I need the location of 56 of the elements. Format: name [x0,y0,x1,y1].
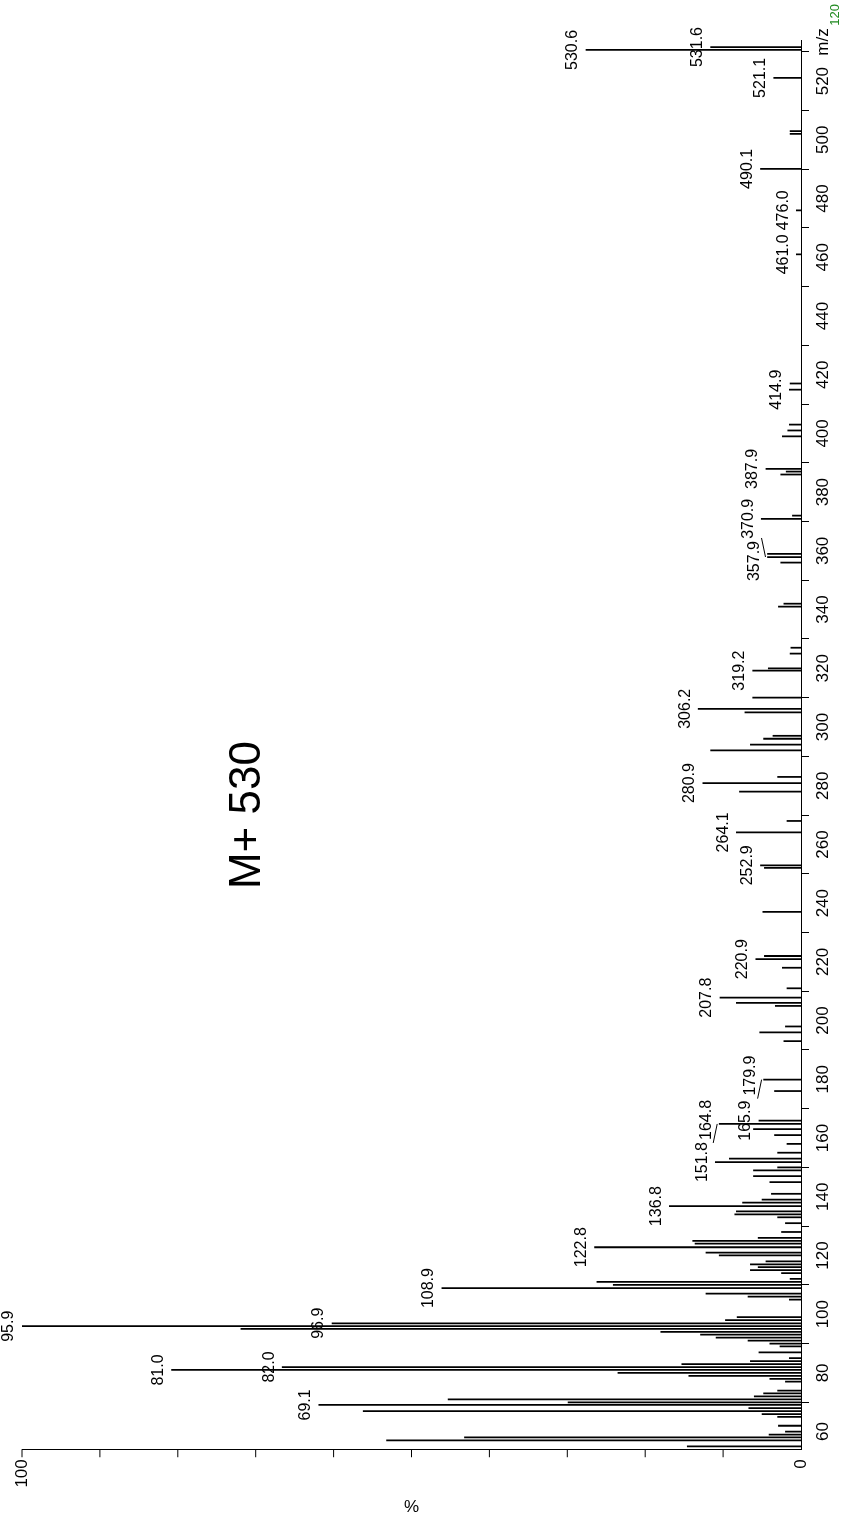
annotation: 530.6 [563,29,581,71]
y-tick-label: 300 [812,712,832,742]
annotation: 122.8 [571,1227,589,1268]
annotation: 531.6 [688,26,706,68]
y-tick-label: 460 [812,243,832,272]
y-tick-label: 500 [812,125,832,155]
annotation: 81.0 [148,1354,166,1386]
annotation: 164.8 [696,1099,714,1140]
annotation: 179.9 [741,1055,759,1096]
annotation: 207.8 [697,977,715,1018]
annotation: 490.1 [737,148,755,189]
annotation: 461.0 [773,234,791,275]
annotation: 264.1 [713,812,731,853]
y-tick-label: 180 [812,1065,832,1094]
annotation: 521.1 [751,57,769,98]
y-tick-label: 280 [812,771,832,800]
annotation: 319.2 [730,650,748,691]
y-tick-label: 100 [812,1300,832,1329]
y-tick-label: 120 [812,1241,832,1270]
annotation: 306.2 [675,688,693,729]
y-tick-label: 240 [812,888,832,918]
y-tick-label: 440 [812,301,832,331]
x-axis-title: % [403,1497,420,1517]
annotation: 136.8 [646,1186,664,1227]
y-tick-label: 360 [812,536,832,566]
annotation: 69.1 [296,1389,314,1421]
y-tick-label: 340 [812,595,832,624]
y-tick-label: 260 [812,830,832,859]
annotation: M+ 530 [220,741,270,890]
annotation: 252.9 [737,845,755,886]
annotation: 280.9 [680,762,698,804]
annotation: 370.9 [738,498,756,539]
y-tick-label: 320 [812,654,832,683]
y-tick-label: 60 [812,1422,832,1442]
y-tick-label: 520 [812,66,832,96]
annotation: 82.0 [259,1351,277,1383]
annotation: 476.0 [773,190,791,231]
annotation: 95.9 [0,1310,17,1342]
y-tick-label: 220 [812,947,832,977]
x-tick-label: 0 [790,1459,810,1469]
y-tick-label: 480 [812,184,832,213]
y-tick-label: 420 [812,360,832,389]
annotation: 387.9 [743,448,761,489]
annotation: 414.9 [766,369,784,410]
y-tick-label: 140 [812,1182,832,1211]
annotation: 357.9 [744,540,762,582]
y-tick-label: 80 [812,1363,832,1383]
annotation: 220.9 [733,939,751,980]
y-tick-label: 160 [812,1123,832,1153]
y-tick-label: 380 [812,477,832,507]
y-tick-label: 200 [812,1006,832,1035]
y-tick-label: 400 [812,419,832,448]
y-axis-title: m/z [812,28,832,56]
annotation: 108.9 [419,1267,437,1309]
annotation: 165.9 [736,1100,754,1141]
annotation: 151.8 [692,1141,710,1183]
